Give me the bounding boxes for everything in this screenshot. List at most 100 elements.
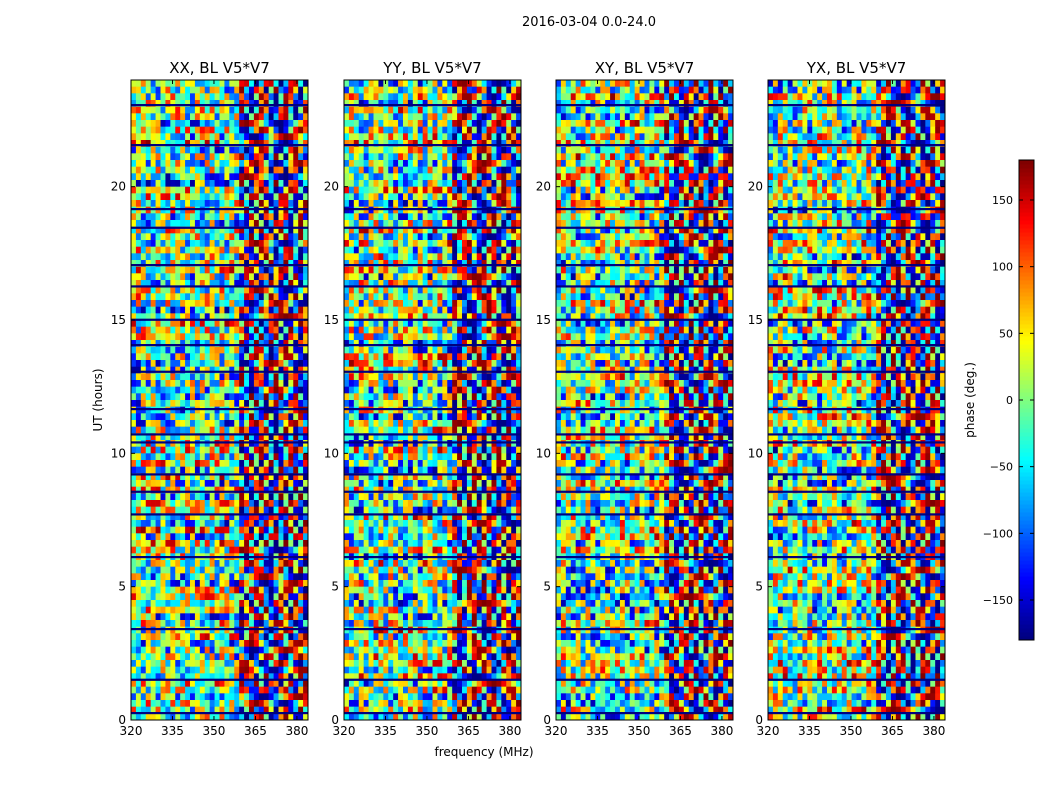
heatmap-cell (393, 246, 399, 254)
heatmap-cell (165, 646, 171, 654)
figure-suptitle: 2016-03-04 0.0-24.0 (522, 15, 656, 30)
heatmap-cell (263, 413, 269, 421)
heatmap-cell (244, 193, 250, 201)
heatmap-cell (486, 320, 492, 327)
heatmap-cell (344, 86, 350, 94)
heatmap-cell (199, 86, 206, 94)
gap-line (131, 473, 308, 476)
heatmap-cell (249, 280, 255, 287)
heatmap-cell (249, 673, 255, 681)
heatmap-cell (185, 260, 191, 267)
heatmap-cell (224, 80, 230, 87)
heatmap-cell (175, 500, 181, 507)
heatmap-cell (437, 106, 443, 114)
heatmap-cell (422, 180, 428, 187)
heatmap-cell (263, 513, 269, 521)
heatmap-cell (199, 306, 206, 314)
heatmap-cell (481, 286, 487, 294)
heatmap-cell (422, 93, 428, 101)
heatmap-cell (214, 673, 220, 681)
heatmap-cell (170, 606, 176, 614)
heatmap-cell (209, 460, 215, 467)
heatmap-cell (516, 273, 521, 281)
heatmap-cell (135, 513, 142, 521)
heatmap-cell (209, 153, 215, 161)
heatmap-cell (145, 193, 151, 201)
heatmap-cell (150, 326, 156, 334)
heatmap-cell (283, 373, 289, 381)
heatmap-cell (466, 340, 473, 347)
heatmap-cell (234, 340, 240, 347)
heatmap-cell (288, 633, 294, 641)
heatmap-cell (180, 273, 186, 281)
heatmap-cell (437, 100, 443, 107)
heatmap-cell (204, 520, 210, 527)
heatmap-cell (283, 706, 289, 714)
heatmap-cell (229, 253, 235, 261)
heatmap-cell (229, 520, 235, 527)
heatmap-cell (135, 560, 142, 567)
heatmap-cell (145, 260, 151, 267)
heatmap-cell (368, 193, 374, 201)
heatmap-cell (378, 173, 384, 181)
heatmap-cell (476, 266, 482, 274)
heatmap-cell (190, 366, 196, 374)
heatmap-cell (239, 146, 245, 154)
heatmap-cell (368, 140, 374, 147)
heatmap-cell (140, 200, 147, 207)
heatmap-cell (229, 273, 235, 281)
heatmap-cell (253, 420, 260, 427)
heatmap-cell (165, 140, 171, 147)
heatmap-cell (131, 540, 137, 547)
heatmap-cell (239, 606, 245, 614)
heatmap-cell (199, 240, 206, 247)
heatmap-cell (258, 686, 265, 694)
heatmap-cell (452, 120, 458, 127)
heatmap-cell (180, 606, 186, 614)
heatmap-cell (244, 366, 250, 374)
heatmap-cell (501, 133, 507, 141)
heatmap-cell (476, 106, 482, 114)
heatmap-cell (471, 346, 478, 354)
heatmap-cell (303, 506, 308, 514)
heatmap-cell (447, 313, 453, 321)
heatmap-cell (209, 540, 215, 547)
heatmap-cell (219, 526, 225, 534)
heatmap-cell (363, 333, 369, 341)
heatmap-cell (234, 320, 240, 327)
heatmap-cell (244, 460, 250, 467)
heatmap-cell (417, 240, 423, 247)
heatmap-cell (496, 153, 502, 161)
heatmap-cell (511, 253, 517, 261)
heatmap-cell (170, 480, 176, 487)
heatmap-cell (506, 226, 512, 234)
heatmap-cell (253, 473, 260, 481)
heatmap-cell (160, 606, 166, 614)
heatmap-cell (298, 306, 304, 314)
heatmap-cell (373, 126, 379, 134)
heatmap-cell (506, 173, 512, 181)
heatmap-cell (278, 146, 284, 154)
heatmap-cell (135, 426, 142, 434)
heatmap-cell (204, 366, 210, 374)
heatmap-cell (214, 693, 220, 701)
heatmap-cell (496, 260, 502, 267)
heatmap-cell (288, 340, 294, 347)
heatmap-cell (131, 486, 137, 494)
heatmap-cell (303, 120, 308, 127)
heatmap-cell (452, 140, 458, 147)
heatmap-cell (378, 266, 384, 274)
heatmap-cell (209, 246, 215, 254)
heatmap-cell (501, 160, 507, 167)
heatmap-cell (190, 126, 196, 134)
heatmap-cell (239, 213, 245, 221)
heatmap-cell (293, 493, 299, 501)
heatmap-cell (194, 373, 201, 381)
heatmap-cell (353, 246, 360, 254)
heatmap-cell (466, 293, 473, 301)
heatmap-cell (145, 520, 151, 527)
heatmap-cell (199, 606, 206, 614)
heatmap-cell (417, 346, 423, 354)
heatmap-cell (293, 306, 299, 314)
heatmap-cell (135, 306, 142, 314)
